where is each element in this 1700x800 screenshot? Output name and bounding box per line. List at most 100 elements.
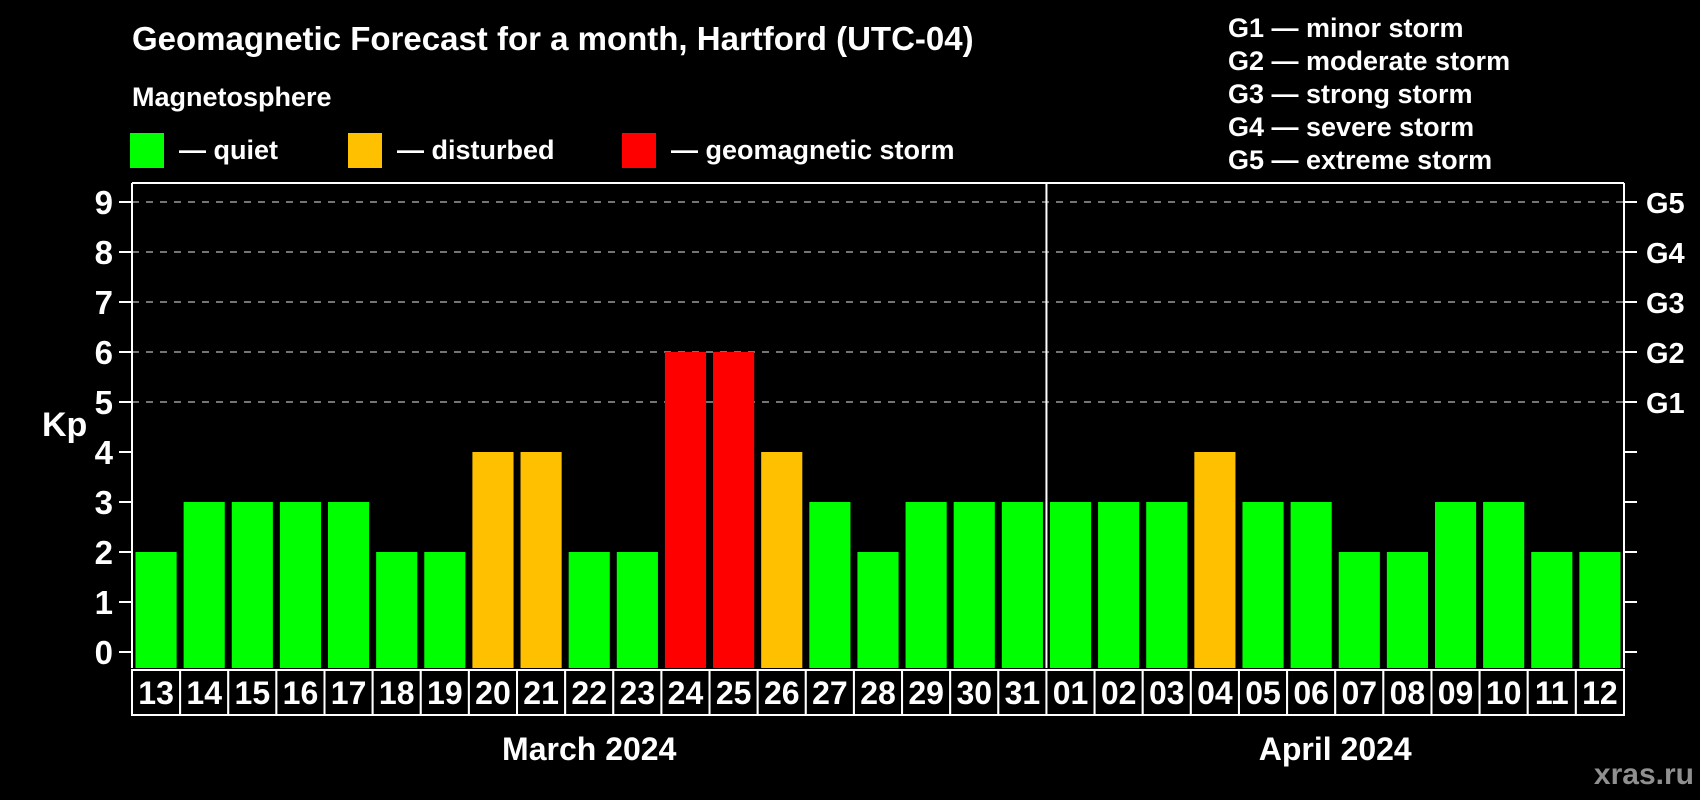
day-label: 21 xyxy=(523,675,559,711)
day-label: 28 xyxy=(860,675,896,711)
day-label: 07 xyxy=(1341,675,1377,711)
day-label: 17 xyxy=(331,675,367,711)
storm-swatch-icon xyxy=(622,133,656,168)
y-tick-label: 7 xyxy=(95,284,113,321)
kp-bar-day-27 xyxy=(809,502,851,668)
y-tick-label: 2 xyxy=(95,534,113,571)
kp-bar-day-02 xyxy=(1098,502,1140,668)
g-axis-label: G4 xyxy=(1646,238,1685,270)
day-cell xyxy=(467,669,519,716)
day-label: 12 xyxy=(1582,675,1618,711)
kp-bar-day-05 xyxy=(1242,502,1284,668)
day-label: 06 xyxy=(1293,675,1329,711)
day-cell xyxy=(660,669,711,716)
kp-bar-day-08 xyxy=(1386,552,1428,668)
day-label: 22 xyxy=(571,675,607,711)
day-label: 29 xyxy=(908,675,944,711)
day-cell xyxy=(1093,669,1144,716)
storm-scale-legend: G1 — minor storm G2 — moderate storm G3 … xyxy=(1228,12,1510,177)
day-label: 08 xyxy=(1390,675,1426,711)
kp-bar-day-16 xyxy=(279,502,322,668)
day-cell xyxy=(227,669,278,716)
day-cell xyxy=(804,669,855,716)
y-tick-label: 1 xyxy=(95,584,113,621)
day-label: 02 xyxy=(1101,675,1137,711)
kp-bar-day-26 xyxy=(761,452,803,668)
day-cell xyxy=(1189,669,1240,716)
kp-bar-day-07 xyxy=(1338,552,1380,668)
g3-legend-line: G3 — strong storm xyxy=(1228,79,1473,109)
kp-bar-day-31 xyxy=(1001,502,1043,668)
kp-bar-day-12 xyxy=(1579,552,1621,668)
day-cell xyxy=(1478,669,1529,716)
day-cell xyxy=(275,669,326,716)
watermark: xras.ru xyxy=(1593,758,1694,791)
day-cell xyxy=(612,669,663,716)
legend-item-quiet: — quiet xyxy=(130,133,278,168)
day-label: 14 xyxy=(186,675,222,711)
g5-legend-line: G5 — extreme storm xyxy=(1228,145,1493,175)
day-label: 23 xyxy=(620,675,656,711)
day-label: 11 xyxy=(1535,675,1569,711)
y-tick-label: 4 xyxy=(95,434,114,471)
kp-bar-day-14 xyxy=(183,502,225,668)
legend-label: — geomagnetic storm xyxy=(671,135,955,165)
day-label: 01 xyxy=(1053,675,1089,711)
day-cell xyxy=(516,669,567,716)
g4-legend-line: G4 — severe storm xyxy=(1228,112,1475,142)
day-label: 13 xyxy=(138,675,174,711)
kp-bar-day-09 xyxy=(1434,502,1477,668)
day-cell xyxy=(564,669,615,716)
day-cell xyxy=(179,669,230,716)
y-tick-label: 5 xyxy=(95,384,113,421)
kp-bar-day-11 xyxy=(1531,552,1573,668)
legend-label: — quiet xyxy=(179,135,278,165)
kp-bar-day-23 xyxy=(616,552,658,668)
day-label: 27 xyxy=(812,675,848,711)
g2-legend-line: G2 — moderate storm xyxy=(1228,46,1511,76)
quiet-swatch-icon xyxy=(130,133,164,168)
legend-item-storm: — geomagnetic storm xyxy=(622,133,955,168)
day-cell xyxy=(131,669,182,716)
day-label: 30 xyxy=(956,675,992,711)
kp-bar-day-29 xyxy=(905,502,947,668)
day-label: 19 xyxy=(427,675,463,711)
y-tick-label: 9 xyxy=(95,184,113,221)
g-axis-label: G5 xyxy=(1646,188,1685,220)
kp-bar-day-13 xyxy=(135,552,177,668)
day-cell xyxy=(1286,669,1337,716)
chart-subtitle: Magnetosphere xyxy=(132,82,332,112)
g-axis-label: G3 xyxy=(1646,288,1685,320)
day-label: 18 xyxy=(379,675,415,711)
day-cell xyxy=(1382,669,1433,716)
legend-item-disturbed: — disturbed xyxy=(348,133,555,168)
legend-label: — disturbed xyxy=(397,135,555,165)
day-cell xyxy=(997,669,1048,716)
g-axis-label: G1 xyxy=(1646,388,1685,420)
kp-bar-day-10 xyxy=(1483,502,1525,668)
day-label: 05 xyxy=(1245,675,1281,711)
y-axis-label: Kp xyxy=(42,406,87,444)
day-label: 26 xyxy=(764,675,800,711)
kp-bar-day-17 xyxy=(328,502,370,668)
day-label: 25 xyxy=(716,675,752,711)
kp-bar-day-06 xyxy=(1290,502,1332,668)
kp-bar-day-21 xyxy=(520,452,562,668)
kp-bar-day-03 xyxy=(1146,502,1188,668)
day-label: 04 xyxy=(1197,675,1233,711)
day-label: 31 xyxy=(1005,675,1041,711)
kp-bar-day-18 xyxy=(376,552,418,668)
day-label: 09 xyxy=(1438,675,1474,711)
kp-bar-day-28 xyxy=(857,552,899,668)
day-cell xyxy=(1574,669,1626,716)
y-tick-label: 3 xyxy=(95,484,113,521)
g1-legend-line: G1 — minor storm xyxy=(1228,13,1464,43)
month-label: March 2024 xyxy=(502,731,677,767)
day-label: 24 xyxy=(668,675,704,711)
kp-bar-day-22 xyxy=(568,552,610,668)
kp-bar-day-01 xyxy=(1049,502,1092,668)
page-title: Geomagnetic Forecast for a month, Hartfo… xyxy=(132,20,974,57)
day-label: 15 xyxy=(235,675,271,711)
